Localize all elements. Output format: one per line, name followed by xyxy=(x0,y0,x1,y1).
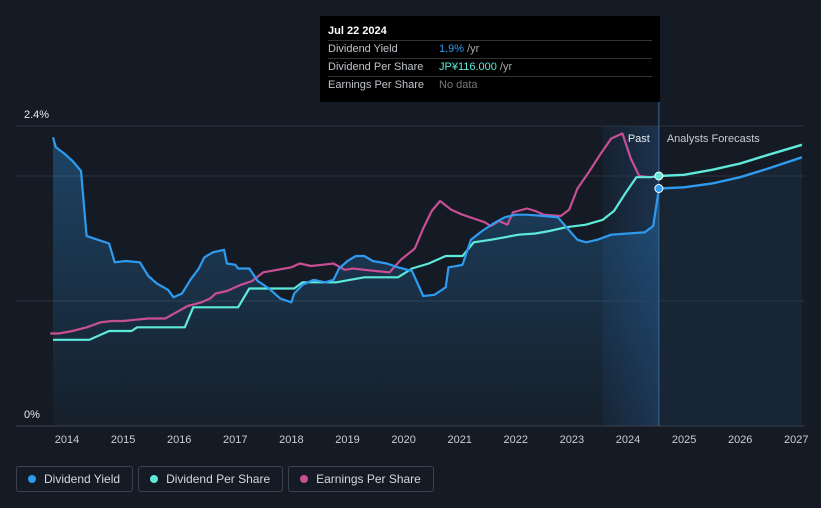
x-tick-label: 2023 xyxy=(560,434,584,446)
x-tick-label: 2027 xyxy=(784,434,808,446)
dividend-per-share-forecast-line xyxy=(658,143,803,178)
x-tick-label: 2022 xyxy=(504,434,528,446)
tooltip-label: Dividend Yield xyxy=(328,43,398,55)
x-tick-label: 2019 xyxy=(335,434,359,446)
dividend-yield-forecast-area xyxy=(658,157,802,427)
x-tick-label: 2020 xyxy=(391,434,415,446)
tooltip-value: No data xyxy=(439,79,478,91)
tooltip-unit: /yr xyxy=(499,61,513,73)
tooltip-value: 1.9% xyxy=(439,43,465,55)
legend-dot-icon xyxy=(300,475,309,483)
x-tick-label: 2016 xyxy=(167,434,191,446)
earnings-per-share-line xyxy=(50,132,660,335)
tooltip-label: Earnings Per Share xyxy=(328,79,424,91)
legend-dividend-yield[interactable]: Dividend Yield xyxy=(16,466,134,492)
forecast-label: Analysts Forecasts xyxy=(667,133,760,145)
x-tick-label: 2018 xyxy=(279,434,303,446)
legend-label: Dividend Per Share xyxy=(166,472,271,486)
tooltip: Jul 22 2024 Dividend Yield 1.9% /yr Divi… xyxy=(320,16,660,102)
tooltip-value: JP¥116.000 xyxy=(439,61,497,73)
tooltip-date: Jul 22 2024 xyxy=(328,25,387,37)
dividend-yield-forecast-line xyxy=(658,156,803,190)
legend-label: Earnings Per Share xyxy=(316,472,421,486)
dividend-yield-marker[interactable] xyxy=(654,184,664,193)
legend-earnings-per-share[interactable]: Earnings Per Share xyxy=(288,466,434,492)
tooltip-unit: /yr xyxy=(467,43,480,55)
tooltip-row-yield: Dividend Yield 1.9% /yr xyxy=(328,40,652,58)
y-axis-min-label: 0% xyxy=(24,409,40,421)
x-tick-label: 2015 xyxy=(111,434,135,446)
dividend-yield-area xyxy=(52,137,659,427)
y-axis-max-label: 2.4% xyxy=(24,109,49,121)
legend-dot-icon xyxy=(28,475,36,483)
x-tick-label: 2024 xyxy=(616,434,640,446)
dividend-per-share-line xyxy=(53,174,660,341)
legend-dot-icon xyxy=(150,475,159,483)
x-tick-label: 2014 xyxy=(55,434,79,446)
x-tick-label: 2021 xyxy=(447,434,471,446)
legend-label: Dividend Yield xyxy=(44,472,121,486)
dividend-yield-line xyxy=(51,137,660,304)
tooltip-label: Dividend Per Share xyxy=(328,61,424,73)
tooltip-row-dps: Dividend Per Share JP¥116.000 /yr xyxy=(328,58,652,76)
legend-dividend-per-share[interactable]: Dividend Per Share xyxy=(138,466,284,492)
legend: Dividend Yield Dividend Per Share Earnin… xyxy=(16,466,434,492)
x-tick-label: 2026 xyxy=(728,434,752,446)
dividend-per-share-marker[interactable] xyxy=(654,171,664,181)
x-tick-label: 2017 xyxy=(223,434,247,446)
past-label: Past xyxy=(628,133,650,145)
tooltip-row-eps: Earnings Per Share No data xyxy=(328,76,652,94)
x-tick-label: 2025 xyxy=(672,434,696,446)
